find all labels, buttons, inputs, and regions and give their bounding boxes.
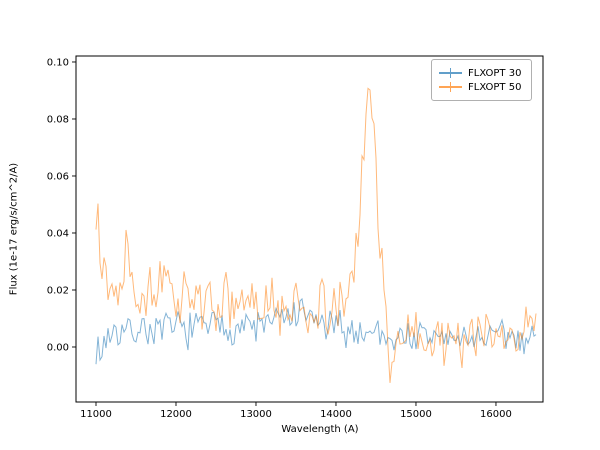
- x-tick-label: 16000: [480, 409, 512, 420]
- y-tick-label: 0.00: [47, 342, 69, 353]
- y-tick-label: 0.08: [47, 114, 69, 125]
- x-tick-label: 13000: [240, 409, 272, 420]
- y-tick-label: 0.02: [47, 285, 69, 296]
- legend-entry-flxopt-30: FLXOPT 30: [439, 67, 521, 79]
- x-tick-label: 11000: [80, 409, 112, 420]
- legend-errorbar-icon: [449, 68, 451, 78]
- series-line-flxopt-30: [95, 297, 537, 365]
- x-tick-label: 15000: [400, 409, 432, 420]
- x-tick-label: 14000: [320, 409, 352, 420]
- y-tick-label: 0.10: [47, 57, 69, 68]
- y-tick-label: 0.06: [47, 171, 69, 182]
- x-tick-label: 12000: [160, 409, 192, 420]
- legend: FLXOPT 30 FLXOPT 50: [431, 59, 533, 101]
- legend-marker-flxopt-50: [439, 81, 462, 93]
- legend-marker-flxopt-30: [439, 67, 462, 79]
- x-axis-label-text: Wavelength (A): [281, 424, 359, 435]
- legend-entry-flxopt-50: FLXOPT 50: [439, 81, 521, 93]
- axes-frame: [75, 55, 544, 403]
- y-axis-label: Flux (1e-17 erg/s/cm^2/A): [8, 162, 20, 296]
- series-line-flxopt-50: [95, 87, 537, 383]
- y-tick-label: 0.04: [47, 228, 69, 239]
- legend-label: FLXOPT 50: [468, 81, 522, 93]
- legend-errorbar-icon: [449, 82, 451, 92]
- x-axis-label: Wavelength (A): [0, 424, 600, 435]
- legend-label: FLXOPT 30: [468, 67, 522, 79]
